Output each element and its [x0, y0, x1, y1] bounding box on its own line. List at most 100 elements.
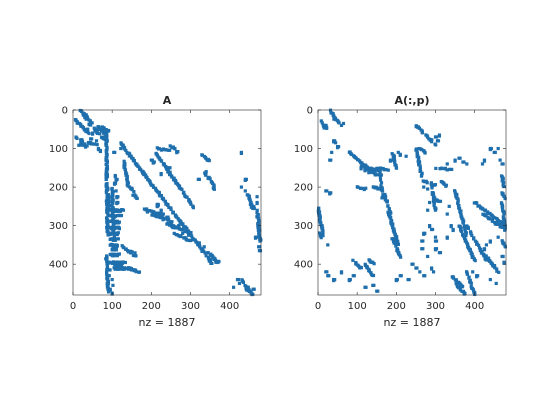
- nonzero-mark: [189, 238, 193, 243]
- nonzero-mark: [125, 175, 129, 179]
- nonzero-mark: [123, 168, 128, 172]
- nonzero-mark: [438, 251, 443, 255]
- nonzero-mark: [121, 208, 126, 212]
- nonzero-mark: [459, 226, 463, 230]
- nonzero-mark: [431, 198, 436, 202]
- nonzero-mark: [113, 260, 117, 264]
- nonzero-mark: [495, 269, 499, 273]
- nonzero-mark: [164, 148, 168, 152]
- nonzero-mark: [453, 190, 457, 194]
- nonzero-mark: [426, 135, 430, 139]
- y-tick-label: 200: [294, 183, 313, 194]
- nonzero-mark: [165, 216, 169, 220]
- nonzero-mark: [372, 262, 376, 266]
- nonzero-mark: [433, 235, 438, 239]
- x-tick-label: 100: [348, 301, 367, 312]
- nonzero-mark: [465, 272, 469, 276]
- x-tick-label: 0: [315, 301, 321, 312]
- nonzero-mark: [415, 266, 419, 270]
- nonzero-mark: [151, 161, 155, 165]
- nonzero-mark: [109, 237, 113, 241]
- nonzero-mark: [130, 188, 134, 192]
- nonzero-mark: [131, 193, 135, 197]
- nonzero-mark: [126, 250, 131, 254]
- nonzero-mark: [365, 266, 369, 270]
- nonzero-mark: [393, 160, 397, 164]
- nonzero-mark: [115, 201, 119, 206]
- nonzero-mark: [501, 162, 505, 166]
- nonzero-mark: [320, 227, 324, 231]
- nonzero-mark: [411, 262, 415, 266]
- nonzero-mark: [204, 170, 208, 174]
- nonzero-mark: [500, 225, 504, 229]
- nonzero-mark: [122, 159, 126, 163]
- nonzero-mark: [119, 213, 124, 218]
- nonzero-mark: [118, 260, 122, 264]
- nonzero-mark: [332, 278, 336, 283]
- nonzero-mark: [106, 261, 110, 265]
- nonzero-mark: [502, 180, 506, 185]
- nonzero-mark: [80, 141, 84, 145]
- nonzero-mark: [433, 208, 437, 212]
- nonzero-mark: [386, 204, 390, 208]
- nonzero-mark: [200, 249, 204, 253]
- nonzero-mark: [90, 132, 95, 136]
- nonzero-mark: [113, 238, 117, 242]
- nonzero-mark: [378, 178, 383, 182]
- nonzero-mark: [407, 277, 411, 282]
- nonzero-mark: [118, 264, 122, 268]
- nonzero-mark: [426, 208, 430, 212]
- x-tick-label: 100: [103, 301, 122, 312]
- nonzero-mark: [487, 256, 491, 261]
- nonzero-mark: [330, 150, 334, 154]
- nonzero-mark: [123, 165, 127, 169]
- nonzero-mark: [183, 229, 188, 234]
- nonzero-mark: [440, 166, 444, 170]
- nonzero-mark: [447, 204, 451, 208]
- nonzero-mark: [350, 152, 354, 157]
- nonzero-mark: [212, 187, 216, 191]
- nonzero-mark: [483, 209, 488, 213]
- nonzero-mark: [339, 271, 344, 275]
- nonzero-mark: [255, 195, 259, 199]
- nonzero-mark: [502, 219, 506, 224]
- nonzero-mark: [433, 248, 438, 252]
- nonzero-mark: [334, 118, 338, 122]
- nonzero-mark: [104, 254, 109, 258]
- nonzero-mark: [171, 211, 175, 215]
- nonzero-mark: [257, 232, 261, 237]
- nonzero-mark: [429, 140, 434, 144]
- nonzero-mark: [105, 172, 109, 177]
- nonzero-mark: [172, 225, 176, 230]
- nonzero-mark: [384, 167, 388, 172]
- nonzero-mark: [85, 144, 89, 148]
- nonzero-mark: [90, 137, 94, 141]
- nonzero-mark: [106, 290, 111, 294]
- nonzero-mark: [335, 146, 340, 150]
- nonzero-mark: [325, 126, 329, 130]
- nonzero-mark: [438, 199, 443, 203]
- nonzero-mark: [319, 220, 323, 224]
- nonzero-mark: [117, 220, 121, 224]
- nonzero-mark: [80, 138, 84, 142]
- nonzero-mark: [434, 135, 439, 139]
- nonzero-mark: [129, 154, 133, 158]
- x-axis-label: nz = 1887: [384, 316, 441, 329]
- nonzero-mark: [482, 248, 487, 252]
- nonzero-mark: [496, 235, 500, 239]
- nonzero-mark: [203, 173, 208, 177]
- nonzero-mark: [168, 223, 172, 227]
- x-tick-label: 300: [426, 301, 445, 312]
- nonzero-mark: [398, 253, 402, 258]
- nonzero-mark: [317, 231, 322, 235]
- nonzero-mark: [154, 211, 158, 216]
- nonzero-mark: [210, 261, 214, 265]
- nonzero-mark: [178, 227, 182, 231]
- nonzero-mark: [396, 242, 400, 246]
- nonzero-mark: [472, 290, 476, 295]
- nonzero-mark: [110, 187, 114, 191]
- nonzero-mark: [372, 283, 376, 287]
- nonzero-mark: [471, 237, 476, 241]
- nonzero-mark: [375, 173, 380, 177]
